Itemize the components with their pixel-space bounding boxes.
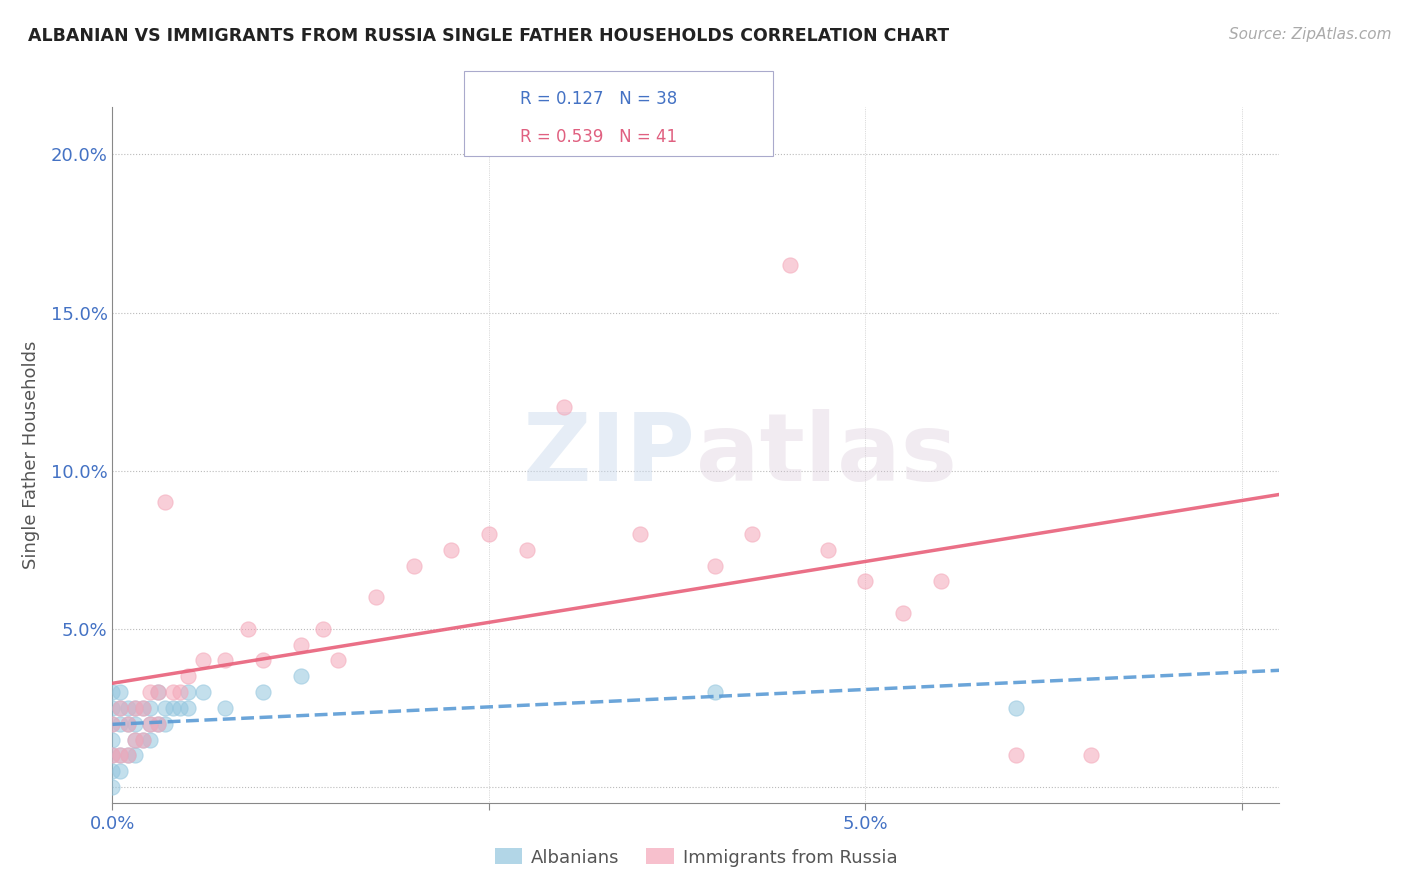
Point [117, 701, 139, 715]
Point [124, 701, 146, 715]
Point [312, 622, 335, 636]
Point [162, 685, 184, 699]
Point [101, 764, 124, 779]
Point [108, 764, 131, 779]
Point [117, 748, 139, 763]
Text: Source: ZipAtlas.com: Source: ZipAtlas.com [1229, 27, 1392, 42]
Point [162, 701, 184, 715]
Point [703, 685, 725, 699]
Point [153, 716, 176, 731]
Point [516, 542, 538, 557]
Point [139, 701, 162, 715]
Point [169, 701, 191, 715]
Point [553, 401, 575, 415]
Point [131, 701, 153, 715]
Point [402, 558, 425, 573]
Point [131, 732, 153, 747]
Y-axis label: Single Father Households: Single Father Households [21, 341, 39, 569]
Point [252, 685, 274, 699]
Point [131, 732, 153, 747]
Point [252, 653, 274, 667]
Point [741, 527, 763, 541]
Point [169, 685, 191, 699]
Point [328, 653, 350, 667]
Point [139, 716, 162, 731]
Point [891, 606, 914, 620]
Point [177, 669, 200, 683]
Point [101, 716, 124, 731]
Point [124, 732, 146, 747]
Point [108, 701, 131, 715]
Point [214, 701, 236, 715]
Point [101, 685, 124, 699]
Point [703, 558, 725, 573]
Point [853, 574, 876, 589]
Point [101, 732, 124, 747]
Point [108, 701, 131, 715]
Text: R = 0.127   N = 38: R = 0.127 N = 38 [520, 90, 678, 108]
Point [290, 638, 312, 652]
Text: ZIP: ZIP [523, 409, 696, 501]
Point [139, 685, 162, 699]
Point [101, 716, 124, 731]
Point [779, 258, 801, 272]
Point [236, 622, 259, 636]
Point [191, 685, 214, 699]
Point [191, 653, 214, 667]
Point [117, 716, 139, 731]
Point [124, 716, 146, 731]
Point [139, 732, 162, 747]
Point [101, 701, 124, 715]
Point [146, 716, 169, 731]
Point [146, 716, 169, 731]
Point [153, 495, 176, 509]
Point [131, 701, 153, 715]
Point [214, 653, 236, 667]
Point [108, 748, 131, 763]
Point [478, 527, 501, 541]
Point [146, 685, 169, 699]
Point [108, 685, 131, 699]
Legend: Albanians, Immigrants from Russia: Albanians, Immigrants from Russia [488, 841, 904, 874]
Text: ALBANIAN VS IMMIGRANTS FROM RUSSIA SINGLE FATHER HOUSEHOLDS CORRELATION CHART: ALBANIAN VS IMMIGRANTS FROM RUSSIA SINGL… [28, 27, 949, 45]
Point [139, 716, 162, 731]
Text: R = 0.539   N = 41: R = 0.539 N = 41 [520, 128, 678, 146]
Point [146, 685, 169, 699]
Point [124, 701, 146, 715]
Point [177, 701, 200, 715]
Point [117, 716, 139, 731]
Point [108, 716, 131, 731]
Point [108, 748, 131, 763]
Point [364, 591, 387, 605]
Point [117, 748, 139, 763]
Point [1005, 701, 1028, 715]
Point [929, 574, 952, 589]
Point [440, 542, 463, 557]
Point [101, 748, 124, 763]
Point [153, 701, 176, 715]
Point [124, 748, 146, 763]
Point [101, 748, 124, 763]
Point [290, 669, 312, 683]
Point [1080, 748, 1102, 763]
Point [628, 527, 651, 541]
Text: atlas: atlas [696, 409, 957, 501]
Point [177, 685, 200, 699]
Point [817, 542, 839, 557]
Point [101, 780, 124, 794]
Point [1005, 748, 1028, 763]
Point [124, 732, 146, 747]
